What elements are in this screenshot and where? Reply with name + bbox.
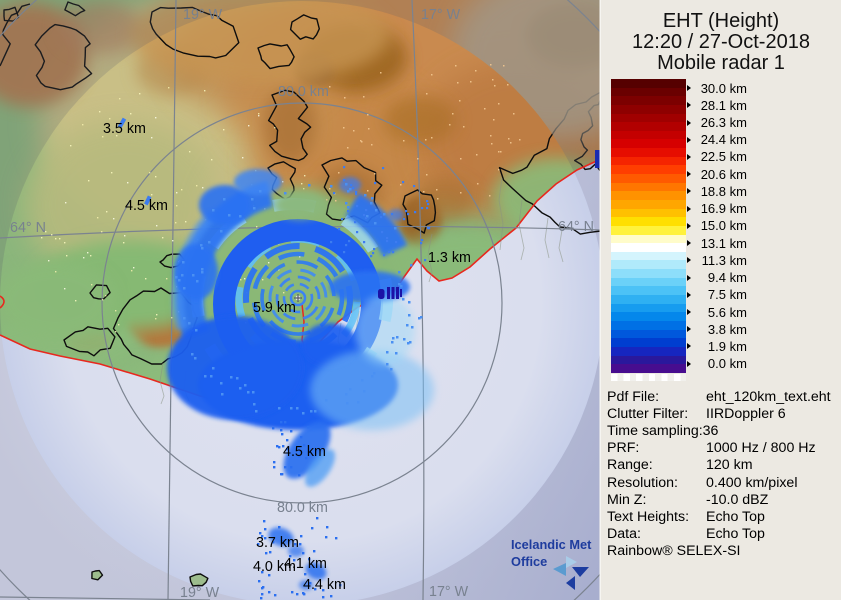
svg-text:19° W: 19° W — [180, 585, 220, 600]
svg-text:80.0 km: 80.0 km — [277, 500, 328, 516]
svg-text:80.0 km: 80.0 km — [278, 84, 329, 100]
svg-text:64° N: 64° N — [558, 219, 594, 235]
svg-text:17° W: 17° W — [421, 7, 461, 23]
svg-text:4.1 km: 4.1 km — [284, 556, 327, 572]
svg-text:4.0 km: 4.0 km — [253, 559, 296, 575]
svg-text:3.5 km: 3.5 km — [103, 121, 146, 137]
svg-text:4.5 km: 4.5 km — [283, 444, 326, 460]
svg-text:4.5 km: 4.5 km — [125, 198, 168, 214]
svg-text:5.9 km: 5.9 km — [253, 300, 296, 316]
svg-text:64° N: 64° N — [10, 220, 46, 236]
svg-text:4.4 km: 4.4 km — [303, 577, 346, 593]
svg-text:19° W: 19° W — [183, 7, 223, 23]
svg-text:Icelandic Met: Icelandic Met — [511, 537, 592, 552]
svg-text:17° W: 17° W — [429, 584, 469, 600]
svg-text:Office: Office — [511, 554, 547, 569]
svg-text:3.7 km: 3.7 km — [256, 535, 299, 551]
svg-text:1.3 km: 1.3 km — [428, 250, 471, 266]
